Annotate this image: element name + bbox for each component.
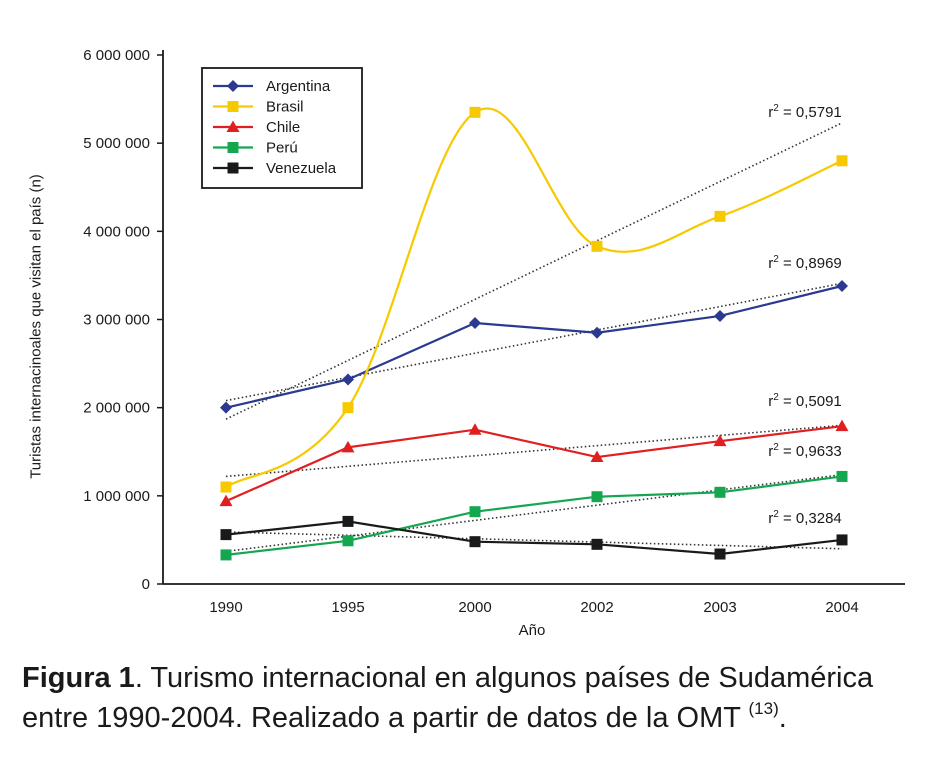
chart-svg: 0 1 000 000 2 000 000 3 000 000 4 000 000 5 0… [83,47,905,639]
data-point-venezuela [342,515,354,527]
x-tick-label: 1995 [331,599,364,616]
data-point-brasil [836,155,848,167]
data-point-brasil [220,481,232,493]
data-point-perú [342,535,354,547]
r2-label-brasil: r2 = 0,5791 [768,103,842,121]
legend-marker-brasil [227,101,239,112]
data-point-venezuela [714,548,726,560]
data-point-brasil [342,402,354,414]
y-tick-label: 6 000 000 [83,47,150,64]
data-point-venezuela [220,529,232,541]
x-tick-label: 2000 [458,599,491,616]
data-point-perú [220,549,232,561]
data-point-venezuela [469,536,481,548]
data-point-brasil [714,210,726,222]
data-point-perú [836,470,848,482]
data-point-chile [468,423,482,435]
legend-label-venezuela: Venezuela [266,160,337,177]
data-point-brasil [591,240,603,252]
series-line-perú [225,475,843,556]
data-point-chile [835,419,849,432]
series-line-argentina [225,284,843,409]
r2-label-argentina: r2 = 0,8969 [768,254,842,272]
y-tick-label: 1 000 000 [83,488,150,505]
caption-reference: (13) [748,699,779,718]
legend-marker-argentina [227,80,239,92]
data-point-chile [219,494,233,507]
data-point-argentina [469,317,481,330]
data-point-argentina [714,309,726,322]
series-line-chile [225,425,843,503]
r2-label-perú: r2 = 0,9633 [768,442,842,460]
caption-text: . Turismo internacional en algunos paíse… [22,662,874,734]
series-line-venezuela [225,520,843,556]
chart: 0 1 000 000 2 000 000 3 000 000 4 000 000 5 0… [27,47,905,639]
data-point-argentina [591,326,603,339]
data-point-perú [714,486,726,498]
data-point-perú [591,491,603,503]
legend-marker-chile [226,120,240,132]
y-tick-label: 3 000 000 [83,312,150,329]
trendline-chile [225,424,843,478]
x-tick-label: 2002 [580,599,613,616]
trendline-perú [225,473,843,553]
data-point-perú [469,506,481,518]
figure-caption: Figura 1. Turismo internacional en algun… [22,658,922,738]
y-tick-label: 5 000 000 [83,135,150,152]
trendline-argentina [225,282,843,402]
caption-label: Figura 1 [22,662,135,694]
y-tick-label: 2 000 000 [83,400,150,417]
x-tick-label: 2003 [703,599,736,616]
legend-label-perú: Perú [266,140,298,157]
y-axis-label: Turistas internacinoales que visitan el … [27,174,45,479]
trendline-venezuela [225,531,843,550]
y-tick-label: 0 [142,576,150,593]
legend: Argentina Brasil Chile Perú Venezuela [201,67,363,189]
legend-label-chile: Chile [266,119,300,136]
data-point-chile [713,434,727,447]
legend-marker-venezuela [227,162,239,174]
data-point-argentina [836,279,848,292]
x-axis-label: Año [519,622,546,639]
r2-label-chile: r2 = 0,5091 [768,392,842,410]
legend-label-brasil: Brasil [266,99,304,116]
data-point-chile [341,440,355,453]
data-point-brasil [469,106,481,118]
data-point-chile [590,450,604,463]
r2-label-venezuela: r2 = 0,3284 [768,509,842,527]
legend-label-argentina: Argentina [266,78,331,95]
legend-marker-perú [227,142,239,153]
y-tick-label: 4 000 000 [83,223,150,240]
data-point-venezuela [836,534,848,546]
data-point-venezuela [591,538,603,550]
caption-end: . [778,702,787,734]
data-point-argentina [220,401,232,414]
data-point-argentina [342,373,354,386]
x-tick-label: 1990 [209,599,242,616]
x-tick-label: 2004 [825,599,858,616]
